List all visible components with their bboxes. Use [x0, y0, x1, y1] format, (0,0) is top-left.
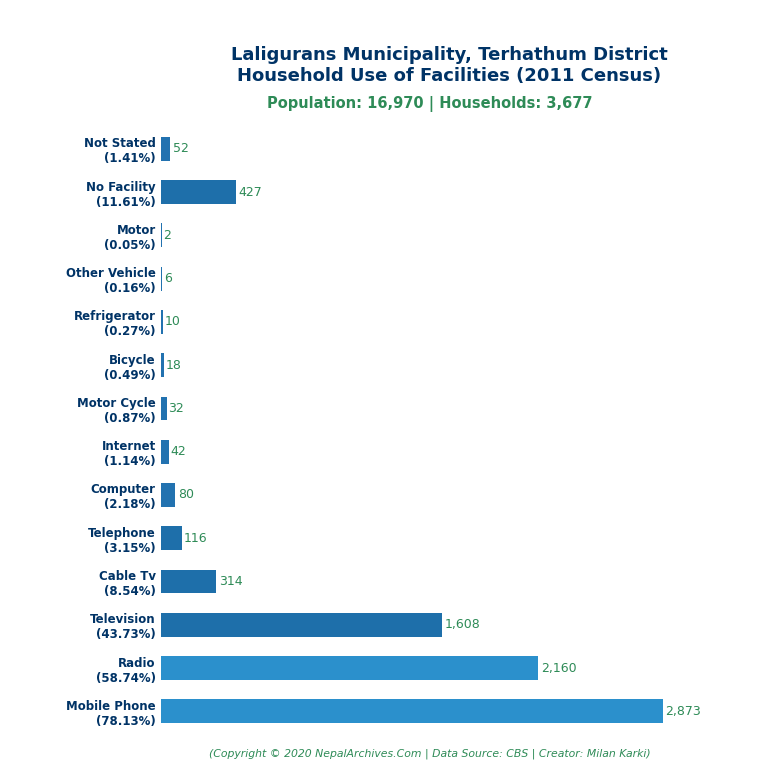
Text: (Copyright © 2020 NepalArchives.Com | Data Source: CBS | Creator: Milan Karki): (Copyright © 2020 NepalArchives.Com | Da…: [209, 748, 651, 759]
Text: 314: 314: [219, 575, 243, 588]
Text: 2,873: 2,873: [665, 705, 701, 718]
Text: 6: 6: [164, 272, 171, 285]
Text: 42: 42: [170, 445, 186, 458]
Bar: [161, 483, 175, 507]
Bar: [161, 180, 236, 204]
Text: 2: 2: [163, 229, 171, 242]
Bar: [161, 700, 663, 723]
Bar: [161, 353, 164, 377]
Bar: [161, 613, 442, 637]
Text: 116: 116: [184, 531, 208, 545]
Bar: [161, 310, 163, 334]
Text: 52: 52: [173, 142, 189, 155]
Bar: [161, 137, 170, 161]
Text: 10: 10: [164, 316, 180, 329]
Title: Laligurans Municipality, Terhathum District
Household Use of Facilities (2011 Ce: Laligurans Municipality, Terhathum Distr…: [231, 46, 667, 85]
Bar: [161, 656, 538, 680]
Text: 427: 427: [238, 186, 262, 199]
Bar: [161, 526, 181, 550]
Text: 2,160: 2,160: [541, 661, 577, 674]
Bar: [161, 440, 169, 464]
Text: 32: 32: [168, 402, 184, 415]
Bar: [161, 266, 162, 290]
Bar: [161, 396, 167, 420]
Text: 18: 18: [166, 359, 182, 372]
Bar: [161, 570, 216, 594]
Text: 80: 80: [178, 488, 194, 502]
Text: Population: 16,970 | Households: 3,677: Population: 16,970 | Households: 3,677: [267, 96, 593, 112]
Text: 1,608: 1,608: [445, 618, 480, 631]
